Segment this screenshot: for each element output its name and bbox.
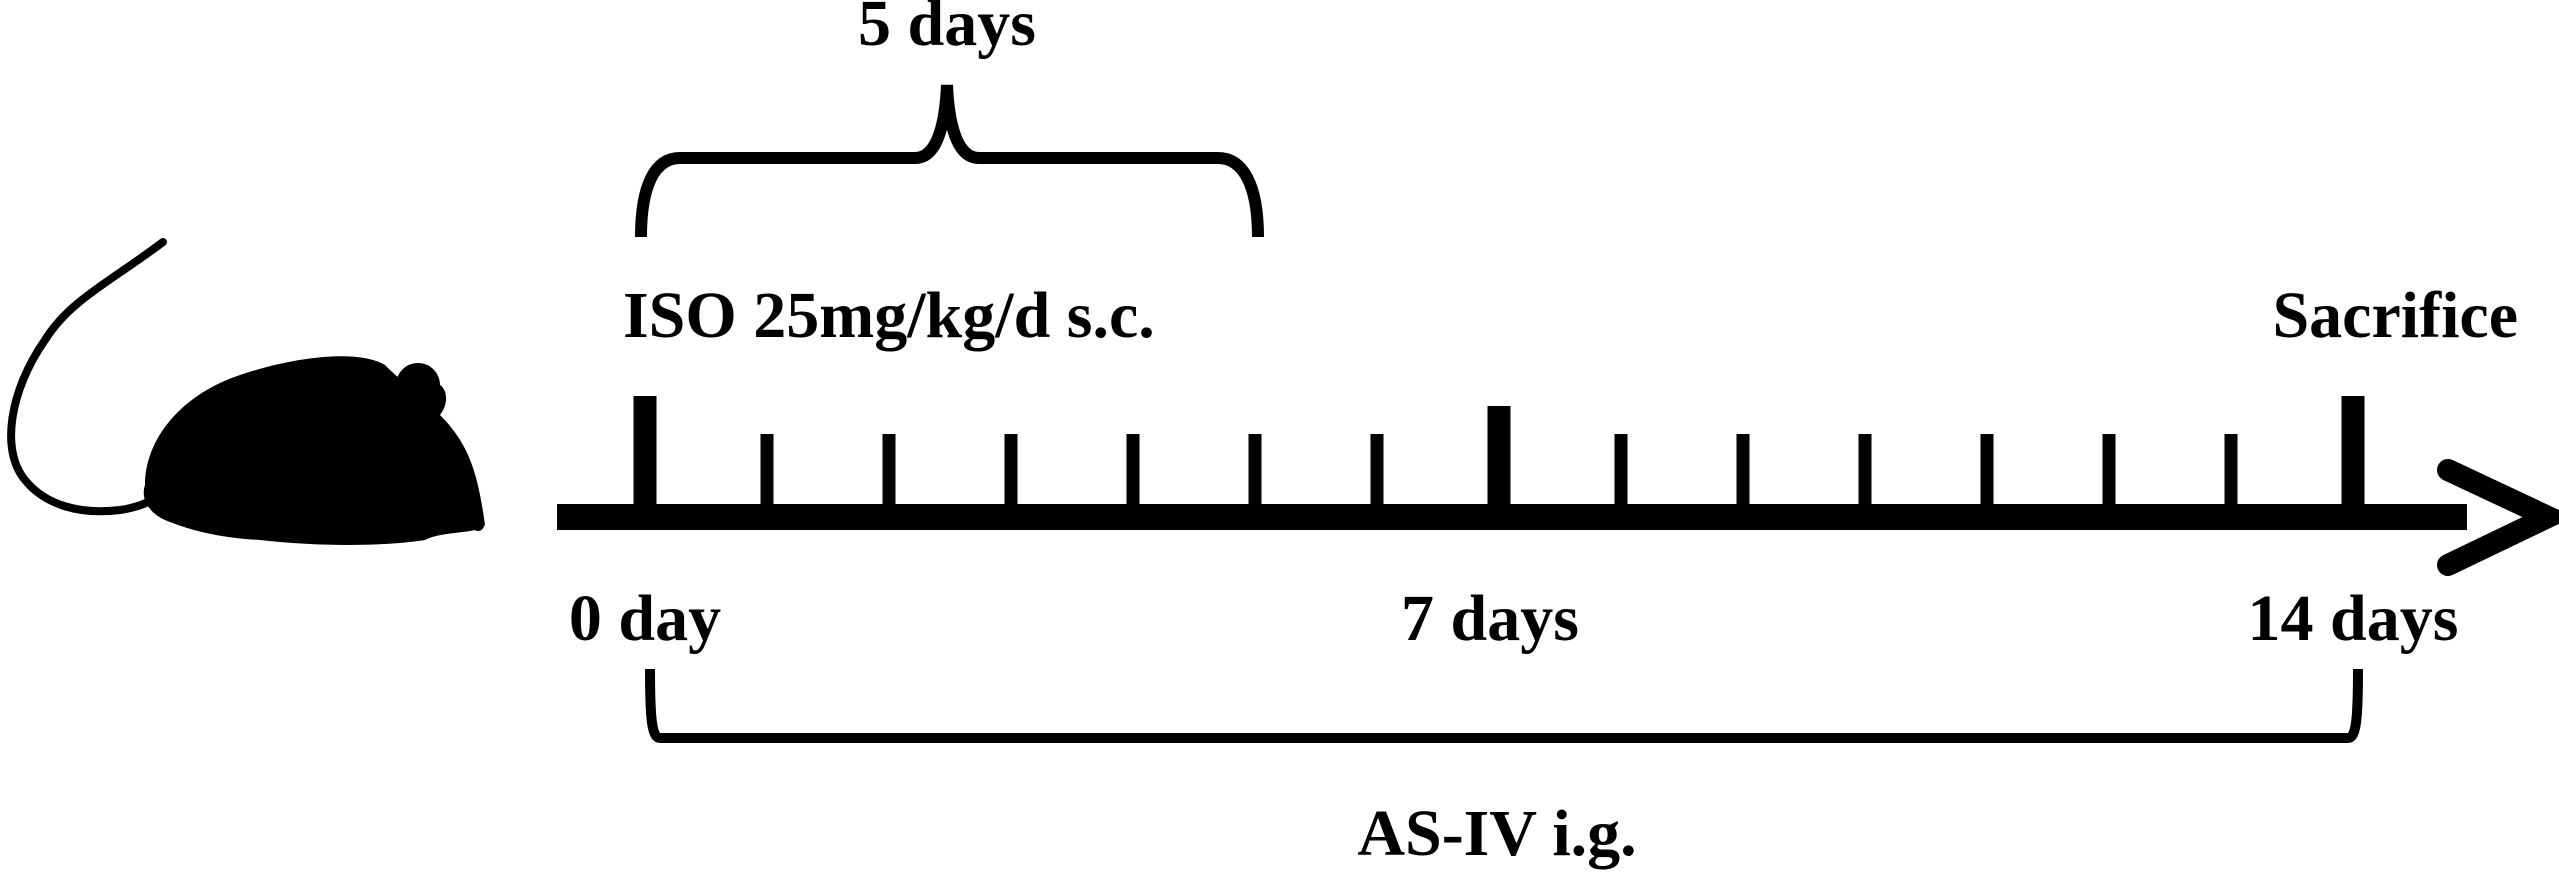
minor-tick xyxy=(1004,434,1018,510)
minor-tick xyxy=(2102,434,2116,510)
treatment-label: ISO 25mg/kg/d s.c. xyxy=(623,279,1155,352)
minor-tick xyxy=(1248,434,1262,510)
time-axis xyxy=(557,504,2467,530)
axis-arrow xyxy=(2437,459,2559,576)
duration-label: 5 days xyxy=(858,0,1036,60)
minor-tick xyxy=(1126,434,1140,510)
minor-tick xyxy=(1370,434,1384,510)
minor-tick xyxy=(1614,434,1628,510)
major-tick xyxy=(1487,406,1511,510)
drug-bracket xyxy=(645,668,2363,743)
duration-brace xyxy=(635,84,1264,238)
day0-label: 0 day xyxy=(569,582,721,655)
day7-label: 7 days xyxy=(1401,582,1579,655)
major-tick xyxy=(633,396,657,510)
minor-tick xyxy=(760,434,774,510)
endpoint-label: Sacrifice xyxy=(2272,279,2518,352)
minor-tick xyxy=(2224,434,2238,510)
drug-label: AS-IV i.g. xyxy=(1357,797,1636,870)
mouse-icon xyxy=(7,238,485,545)
minor-tick xyxy=(882,434,896,510)
minor-tick xyxy=(1980,434,1994,510)
major-tick xyxy=(2341,396,2365,510)
minor-tick xyxy=(1858,434,1872,510)
day14-label: 14 days xyxy=(2248,582,2459,655)
minor-tick xyxy=(1736,434,1750,510)
day-ticks xyxy=(633,396,2365,510)
